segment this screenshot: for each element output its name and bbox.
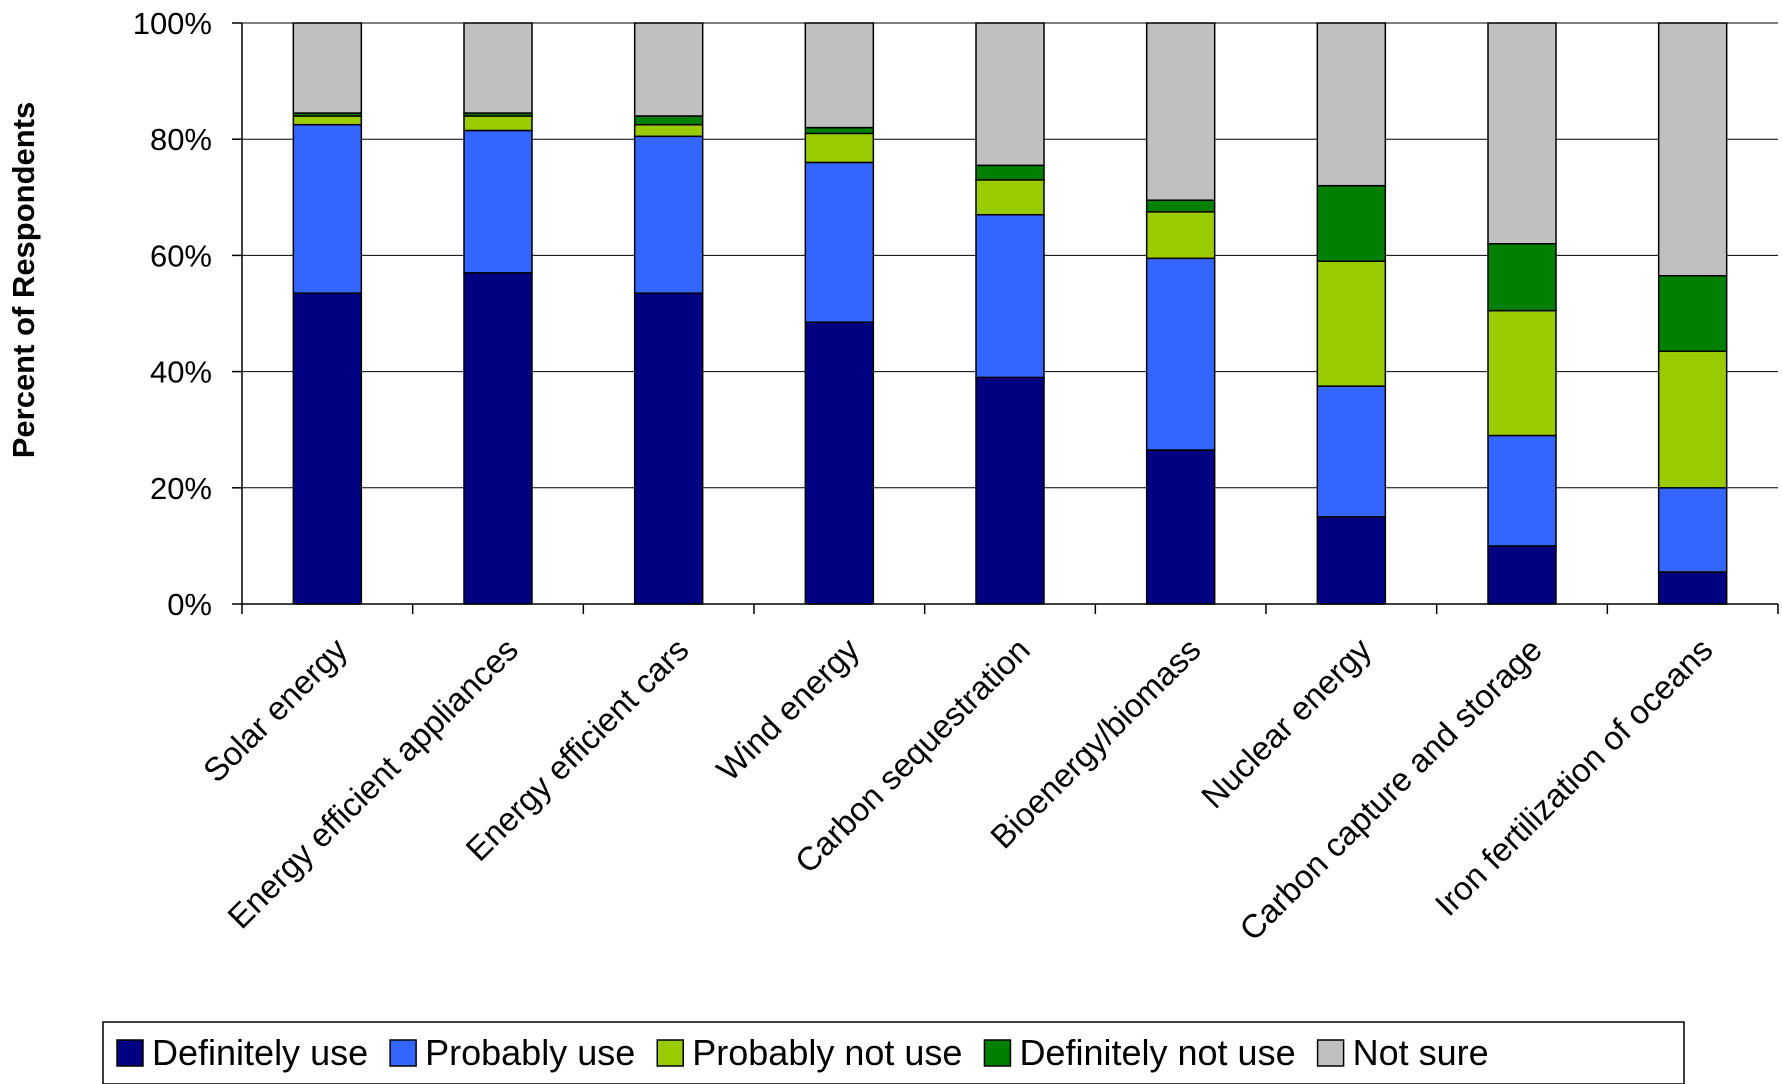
bar-segment (975, 164, 1045, 181)
bar-segment (633, 292, 704, 605)
y-tick-labels: 0% 20% 40% 60% 80% 100% (133, 6, 212, 622)
x-tick-label: Wind energy (709, 630, 867, 788)
bar-segment (1487, 309, 1557, 437)
x-tick-label: Nuclear energy (1194, 630, 1379, 815)
x-tick-label: Carbon capture and storage (1232, 631, 1549, 948)
bar-segment (804, 161, 875, 323)
bar-segment (633, 135, 704, 294)
bar-segment (292, 22, 363, 114)
bar-segment (633, 115, 704, 126)
bar-segment (804, 132, 875, 164)
y-tick-label: 60% (150, 238, 212, 273)
bar-segment (1316, 260, 1387, 387)
bar-segment (633, 22, 704, 117)
bar-segment (1145, 211, 1216, 260)
bar-segment (804, 321, 875, 605)
legend: Definitely use Probably use Probably not u… (102, 1021, 1685, 1084)
bar-segment (1657, 571, 1728, 605)
bar-segment (1487, 545, 1557, 605)
bar-segment (1316, 184, 1387, 262)
x-tick-label: Iron fertilization of oceans (1428, 631, 1720, 923)
bar-segment (1145, 257, 1216, 451)
y-tick-label: 0% (167, 587, 212, 622)
bar-segment (1487, 22, 1557, 245)
y-tick-label: 40% (150, 355, 212, 390)
bar-segment (292, 292, 363, 605)
legend-label: Definitely use (152, 1032, 368, 1073)
bar-segment (463, 115, 533, 132)
x-tick-label: Energy efficient appliances (220, 631, 525, 936)
legend-swatch (116, 1039, 144, 1067)
legend-frame (102, 1021, 1685, 1084)
bar-segment (804, 126, 875, 135)
bar-segment (633, 123, 704, 138)
bar-segment (1145, 449, 1216, 605)
bar-segment (975, 22, 1045, 167)
legend-label: Definitely not use (1019, 1032, 1295, 1073)
legend-swatch (656, 1039, 684, 1067)
legend-swatch (983, 1039, 1012, 1067)
bar-segment (1316, 516, 1387, 605)
legend-label: Probably use (425, 1032, 635, 1073)
bars (292, 22, 1728, 605)
legend-label: Not sure (1353, 1032, 1489, 1073)
y-tick-label: 20% (150, 471, 212, 506)
bar-segment (804, 22, 875, 129)
bar-segment (1487, 243, 1557, 312)
bar-segment (1316, 385, 1387, 518)
bar-segment (1487, 434, 1557, 547)
legend-swatch (1316, 1039, 1345, 1067)
bar-segment (975, 179, 1045, 216)
bar-segment (975, 376, 1045, 605)
y-tick-label: 100% (133, 6, 212, 41)
legend-label: Probably not use (692, 1032, 962, 1073)
bar-segment (1657, 22, 1728, 277)
bar-segment (463, 272, 533, 605)
bar-segment (1657, 487, 1728, 573)
bar-segment (463, 22, 533, 114)
y-tick-label: 80% (150, 122, 212, 157)
x-tick-label: Solar energy (196, 630, 355, 789)
bar-segment (1657, 274, 1728, 353)
legend-items: Definitely use Probably use Probably not u… (116, 1032, 1489, 1073)
y-axis-title: Percent of Respondents (6, 102, 41, 459)
bar-segment (292, 123, 363, 294)
bar-segment (975, 213, 1045, 379)
axes (232, 22, 1779, 614)
bar-segment (463, 129, 533, 274)
bar-segment (1145, 22, 1216, 201)
bar-segment (1657, 350, 1728, 489)
legend-swatch (389, 1039, 417, 1067)
bar-segment (292, 115, 363, 126)
bar-segment (1145, 199, 1216, 213)
bar-segment (1316, 22, 1387, 187)
